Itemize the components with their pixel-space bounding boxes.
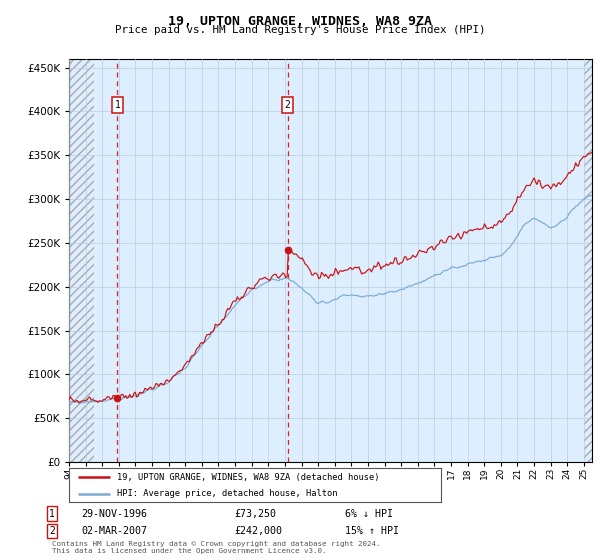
Text: 1: 1	[49, 508, 55, 519]
Bar	[69, 59, 94, 462]
Text: HPI: Average price, detached house, Halton: HPI: Average price, detached house, Halt…	[118, 489, 338, 498]
Bar	[584, 59, 592, 462]
Text: 6% ↓ HPI: 6% ↓ HPI	[345, 508, 393, 519]
Text: 29-NOV-1996: 29-NOV-1996	[81, 508, 147, 519]
Text: Contains HM Land Registry data © Crown copyright and database right 2024.
This d: Contains HM Land Registry data © Crown c…	[52, 541, 381, 554]
Text: £242,000: £242,000	[234, 526, 282, 536]
Text: Price paid vs. HM Land Registry's House Price Index (HPI): Price paid vs. HM Land Registry's House …	[115, 25, 485, 35]
Text: 2: 2	[49, 526, 55, 536]
Text: 19, UPTON GRANGE, WIDNES, WA8 9ZA: 19, UPTON GRANGE, WIDNES, WA8 9ZA	[168, 15, 432, 28]
Text: 19, UPTON GRANGE, WIDNES, WA8 9ZA (detached house): 19, UPTON GRANGE, WIDNES, WA8 9ZA (detac…	[118, 473, 380, 482]
Text: £73,250: £73,250	[234, 508, 276, 519]
Text: 15% ↑ HPI: 15% ↑ HPI	[345, 526, 399, 536]
Text: 2: 2	[285, 100, 290, 110]
Text: 02-MAR-2007: 02-MAR-2007	[81, 526, 147, 536]
Text: 1: 1	[115, 100, 120, 110]
